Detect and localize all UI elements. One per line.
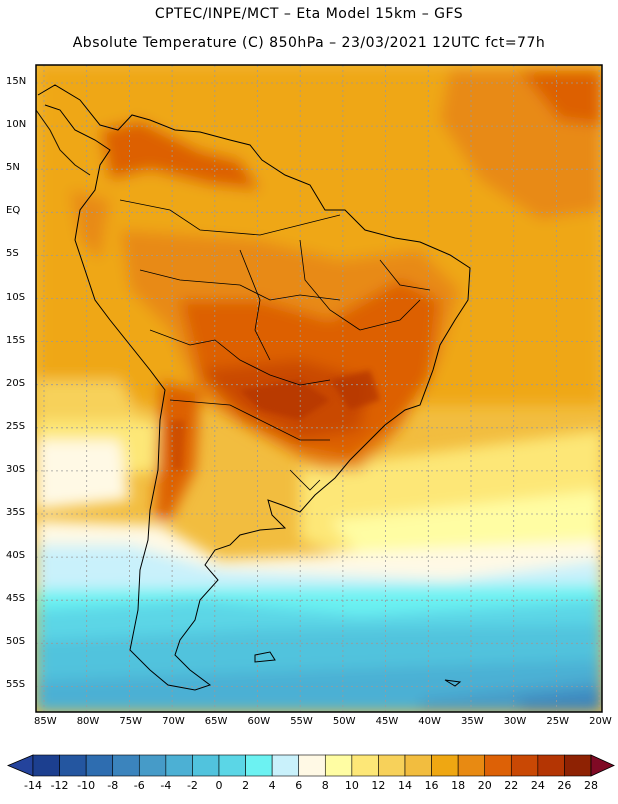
lat-tick-label: 15S <box>6 334 26 346</box>
lat-tick-label: 55S <box>6 679 26 691</box>
colorbar-label: 22 <box>504 779 519 792</box>
colorbar-label: -2 <box>186 779 198 792</box>
colorbar-swatch <box>218 754 246 777</box>
colorbar-label: 4 <box>268 779 276 792</box>
lon-tick-label: 35W <box>461 716 484 727</box>
colorbar-label: -6 <box>133 779 145 792</box>
lat-tick-label: 10N <box>6 119 27 131</box>
lat-tick-label: 40S <box>6 550 26 562</box>
colorbar-label: -10 <box>77 779 96 792</box>
lat-tick-label: 15N <box>6 76 27 87</box>
colorbar-swatch <box>378 754 406 777</box>
colorbar-label: -12 <box>50 779 69 792</box>
lat-tick-label: 10S <box>6 291 26 303</box>
colorbar-label: 20 <box>477 779 492 792</box>
colorbar-swatch <box>245 754 273 777</box>
colorbar-swatch <box>537 754 565 777</box>
temperature-field <box>36 65 602 712</box>
colorbar-swatch <box>32 754 60 777</box>
colorbar-label: 10 <box>344 779 359 792</box>
lon-tick-label: 65W <box>204 716 228 727</box>
colorbar-swatch <box>271 754 300 777</box>
colorbar-swatch <box>85 754 114 777</box>
lat-tick-label: 50S <box>6 636 26 648</box>
lon-tick-label: 40W <box>418 716 441 727</box>
colorbar-label: 2 <box>242 779 250 792</box>
colorbar-swatch <box>192 754 220 777</box>
colorbar-label: 24 <box>530 779 545 792</box>
colorbar-label: 6 <box>295 779 303 792</box>
lon-tick-label: 85W <box>34 716 57 727</box>
lat-lon-grid <box>36 65 602 712</box>
colorbar-under-arrow <box>6 754 34 777</box>
lat-tick-label: 5N <box>6 162 20 174</box>
colorbar-swatch <box>165 754 193 777</box>
colorbar-swatch <box>457 754 486 777</box>
colorbar-label: 26 <box>557 779 572 792</box>
coastline <box>35 84 471 691</box>
colorbar-label: 0 <box>215 779 223 792</box>
colorbar-swatch <box>351 754 379 777</box>
map-frame <box>35 64 603 713</box>
colorbar-label: -4 <box>160 779 172 792</box>
lat-tick-label: 30S <box>6 463 26 475</box>
lon-tick-label: 55W <box>290 716 313 727</box>
lon-tick-label: 60W <box>247 716 271 727</box>
lat-tick-label: 25S <box>6 420 26 432</box>
colorbar-label: 18 <box>451 779 466 792</box>
colorbar-label: 14 <box>398 779 412 792</box>
lon-tick-label: 25W <box>546 716 570 727</box>
colorbar-label: -14 <box>24 779 42 792</box>
lon-tick-label: 20W <box>589 716 612 727</box>
colorbar-swatch <box>404 754 432 777</box>
colorbar <box>6 754 615 777</box>
lat-tick-label: 35S <box>6 507 26 518</box>
colorbar-swatch <box>59 754 87 777</box>
colorbar-swatch <box>431 754 459 777</box>
colorbar-swatch <box>298 754 326 777</box>
lat-tick-label: 5S <box>6 248 19 260</box>
colorbar-swatch <box>564 754 592 777</box>
colorbar-swatch <box>324 754 353 777</box>
colorbar-label: 28 <box>584 779 598 792</box>
lon-tick-label: 30W <box>503 716 527 727</box>
map-title-line2: Absolute Temperature (C) 850hPa – 23/03/… <box>72 35 546 51</box>
map-title-line1: CPTEC/INPE/MCT – Eta Model 15km – GFS <box>154 6 464 22</box>
country-borders <box>119 199 431 491</box>
lat-tick-label: EQ <box>6 205 21 217</box>
colorbar-label: 12 <box>371 779 386 792</box>
lon-tick-label: 70W <box>162 716 185 727</box>
colorbar-swatch <box>510 754 539 777</box>
colorbar-label: 16 <box>424 779 439 792</box>
lon-tick-label: 75W <box>119 716 143 727</box>
lat-tick-label: 20S <box>6 377 26 389</box>
lat-tick-label: 45S <box>6 593 26 605</box>
colorbar-swatch <box>484 754 512 777</box>
lon-tick-label: 50W <box>332 716 356 727</box>
colorbar-swatch <box>138 754 167 777</box>
colorbar-swatch <box>112 754 140 777</box>
lon-tick-label: 80W <box>76 716 100 727</box>
colorbar-label: -8 <box>107 779 119 792</box>
lon-tick-label: 45W <box>375 716 399 727</box>
colorbar-over-arrow <box>590 754 615 777</box>
colorbar-label: 8 <box>321 779 329 792</box>
